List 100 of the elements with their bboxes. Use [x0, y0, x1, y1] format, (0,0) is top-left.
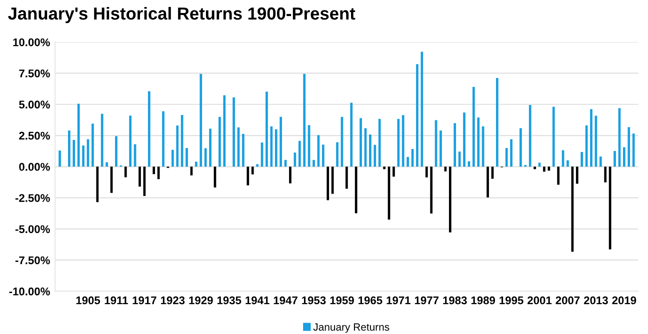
- legend-label: January Returns: [313, 323, 390, 333]
- bar: [152, 166, 156, 174]
- x-tick-label: 1947: [274, 296, 298, 304]
- x-tick-label: 2013: [584, 296, 608, 304]
- x-tick-label: 1935: [217, 296, 242, 304]
- bar: [176, 126, 179, 167]
- bar: [274, 129, 278, 167]
- x-tick-label: 1917: [132, 296, 156, 304]
- x-tick-label: 1959: [330, 296, 354, 304]
- bar: [232, 97, 235, 167]
- bar: [68, 130, 70, 167]
- bar: [510, 139, 512, 167]
- bar: [322, 144, 324, 167]
- bar: [256, 164, 258, 167]
- bar: [195, 162, 198, 167]
- bar: [628, 127, 630, 167]
- chart-title: January's Historical Returns 1900-Present: [8, 6, 356, 24]
- y-tick-label: -10.00%: [9, 288, 50, 296]
- bar: [354, 166, 358, 214]
- bar: [326, 166, 330, 200]
- y-tick-label: 2.50%: [19, 132, 50, 140]
- bar: [82, 145, 84, 167]
- y-tick-label: 0.00%: [19, 162, 50, 171]
- bar: [350, 102, 353, 167]
- bar: [448, 166, 452, 232]
- bar: [289, 166, 292, 184]
- bar: [486, 166, 489, 198]
- bar: [369, 134, 372, 167]
- bar: [303, 74, 306, 167]
- bar: [96, 166, 99, 202]
- bar: [378, 118, 381, 167]
- x-tick-label: 1965: [358, 296, 382, 304]
- x-tick-label: 1995: [500, 296, 524, 304]
- x-tick-label: 1971: [386, 296, 410, 304]
- bar: [200, 74, 202, 167]
- bar: [463, 112, 466, 167]
- x-tick-label: 1941: [246, 296, 270, 304]
- bar: [397, 118, 400, 167]
- bar: [416, 64, 418, 167]
- bar: [632, 134, 635, 167]
- bar: [566, 160, 569, 167]
- bar: [454, 123, 456, 167]
- bar: [336, 142, 338, 167]
- bar: [312, 160, 315, 167]
- x-tick-label: 1929: [189, 296, 213, 304]
- x-tick-label: 2007: [556, 296, 580, 304]
- x-tick-label: 1911: [104, 296, 128, 304]
- bar: [100, 114, 104, 167]
- bar: [223, 95, 226, 167]
- bar: [505, 148, 508, 167]
- bar: [604, 166, 607, 182]
- bar: [496, 78, 498, 167]
- bar: [472, 86, 475, 167]
- bar: [298, 140, 301, 167]
- bar: [590, 109, 592, 167]
- bar: [528, 105, 532, 167]
- y-tick-label: -7.50%: [15, 256, 50, 264]
- bar: [204, 148, 207, 167]
- bar: [280, 116, 282, 167]
- bar: [374, 144, 376, 167]
- bar: [440, 130, 442, 167]
- bar: [92, 124, 94, 167]
- bar: [266, 92, 268, 167]
- bar: [520, 128, 522, 167]
- bar: [557, 166, 560, 185]
- x-tick-label: 1983: [443, 296, 467, 304]
- bar: [72, 140, 76, 167]
- x-tick-label: 1953: [302, 296, 326, 304]
- bar: [242, 134, 244, 167]
- bar: [392, 166, 395, 177]
- x-tick-label: 2019: [612, 296, 636, 304]
- bar: [614, 150, 616, 167]
- y-tick-label: -5.00%: [15, 225, 50, 234]
- bar: [124, 166, 127, 178]
- bar: [402, 115, 404, 167]
- bar: [599, 156, 602, 167]
- y-tick-label: 10.00%: [13, 38, 50, 46]
- bar: [246, 166, 250, 186]
- bar: [383, 166, 386, 170]
- bar: [115, 136, 118, 167]
- bar: [129, 116, 132, 167]
- bar: [576, 166, 578, 184]
- bar: [171, 150, 174, 167]
- bar: [218, 116, 221, 167]
- bar: [406, 156, 409, 167]
- bar: [106, 162, 108, 167]
- x-tick-label: 1989: [471, 296, 496, 304]
- bar: [543, 166, 546, 172]
- x-tick-label: 1923: [161, 296, 185, 304]
- bar: [162, 111, 164, 167]
- bar: [209, 128, 212, 167]
- bar: [346, 166, 348, 189]
- bar: [430, 166, 433, 214]
- bar: [360, 118, 362, 167]
- bar: [580, 152, 584, 167]
- x-tick-label: 1977: [414, 296, 439, 304]
- y-tick-label: -2.50%: [15, 194, 50, 202]
- bar: [552, 106, 555, 167]
- bar: [138, 166, 141, 187]
- bar: [548, 166, 550, 171]
